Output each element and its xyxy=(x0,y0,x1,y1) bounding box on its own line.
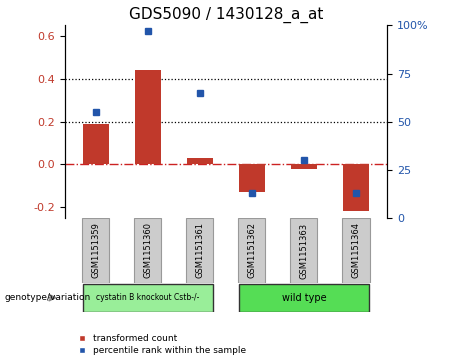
Text: cystatin B knockout Cstb-/-: cystatin B knockout Cstb-/- xyxy=(96,293,200,302)
FancyBboxPatch shape xyxy=(82,218,109,283)
Text: GSM1151361: GSM1151361 xyxy=(195,223,204,278)
FancyBboxPatch shape xyxy=(343,218,370,283)
FancyBboxPatch shape xyxy=(238,218,266,283)
Legend: transformed count, percentile rank within the sample: transformed count, percentile rank withi… xyxy=(69,331,250,359)
Text: GSM1151359: GSM1151359 xyxy=(91,223,100,278)
Bar xyxy=(343,164,369,211)
Title: GDS5090 / 1430128_a_at: GDS5090 / 1430128_a_at xyxy=(129,7,323,23)
Bar xyxy=(187,158,213,164)
Bar xyxy=(239,164,265,192)
FancyBboxPatch shape xyxy=(239,284,369,311)
Text: wild type: wild type xyxy=(282,293,326,303)
FancyBboxPatch shape xyxy=(186,218,213,283)
FancyBboxPatch shape xyxy=(134,218,161,283)
FancyBboxPatch shape xyxy=(83,284,213,311)
Bar xyxy=(291,164,317,169)
FancyBboxPatch shape xyxy=(290,218,318,283)
Text: GSM1151364: GSM1151364 xyxy=(351,223,361,278)
Text: genotype/variation: genotype/variation xyxy=(5,293,91,302)
Text: GSM1151362: GSM1151362 xyxy=(248,223,256,278)
Bar xyxy=(83,124,109,164)
Text: GSM1151363: GSM1151363 xyxy=(300,223,308,278)
Text: GSM1151360: GSM1151360 xyxy=(143,223,152,278)
Bar xyxy=(135,70,161,164)
